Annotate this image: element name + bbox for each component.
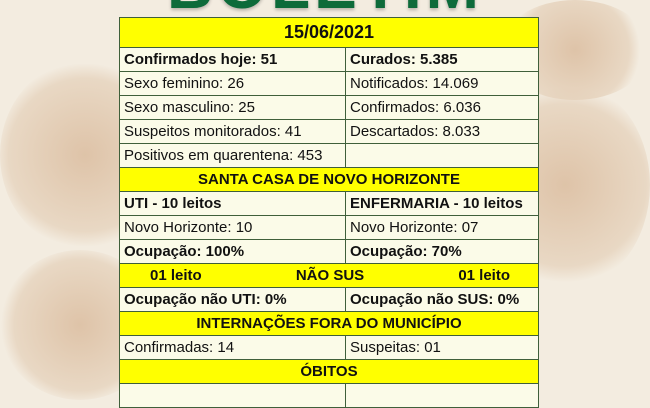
ward-title: ENFERMARIA - 10 leitos (345, 191, 539, 216)
santa-casa-heading: SANTA CASA DE NOVO HORIZONTE (119, 167, 539, 192)
bulletin-date: 15/06/2021 (119, 17, 539, 48)
notified: Notificados: 14.069 (345, 71, 539, 96)
female-count: Sexo feminino: 26 (119, 71, 346, 96)
recovered: Curados: 5.385 (345, 47, 539, 72)
non-sus-left-beds: 01 leito (150, 267, 202, 284)
suspects-monitored: Suspeitos monitorados: 41 (119, 119, 346, 144)
obitos-left-cell (119, 383, 346, 408)
non-sus-occupancy: Ocupação não SUS: 0% (345, 287, 539, 312)
uti-title: UTI - 10 leitos (119, 191, 346, 216)
confirmed-today: Confirmados hoje: 51 (119, 47, 346, 72)
male-count: Sexo masculino: 25 (119, 95, 346, 120)
empty-cell (345, 143, 539, 168)
non-sus-label: NÃO SUS (295, 267, 365, 284)
internacoes-heading: INTERNAÇÕES FORA DO MUNICÍPIO (119, 311, 539, 336)
non-uti-occupancy: Ocupação não UTI: 0% (119, 287, 346, 312)
non-sus-row: 01 leito NÃO SUS 01 leito (119, 263, 539, 288)
ward-novo-horizonte: Novo Horizonte: 07 (345, 215, 539, 240)
ward-occupancy: Ocupação: 70% (345, 239, 539, 264)
confirmed-total: Confirmados: 6.036 (345, 95, 539, 120)
bulletin-title: BOLETIM (0, 0, 650, 18)
bulletin-table: 15/06/2021 Confirmados hoje: 51 Curados: … (119, 17, 539, 408)
positives-quarantine: Positivos em quarentena: 453 (119, 143, 346, 168)
discarded: Descartados: 8.033 (345, 119, 539, 144)
non-sus-right-beds: 01 leito (458, 267, 510, 284)
obitos-right-cell (345, 383, 539, 408)
uti-occupancy: Ocupação: 100% (119, 239, 346, 264)
external-suspected: Suspeitas: 01 (345, 335, 539, 360)
obitos-heading: ÓBITOS (119, 359, 539, 384)
external-confirmed: Confirmadas: 14 (119, 335, 346, 360)
uti-novo-horizonte: Novo Horizonte: 10 (119, 215, 346, 240)
